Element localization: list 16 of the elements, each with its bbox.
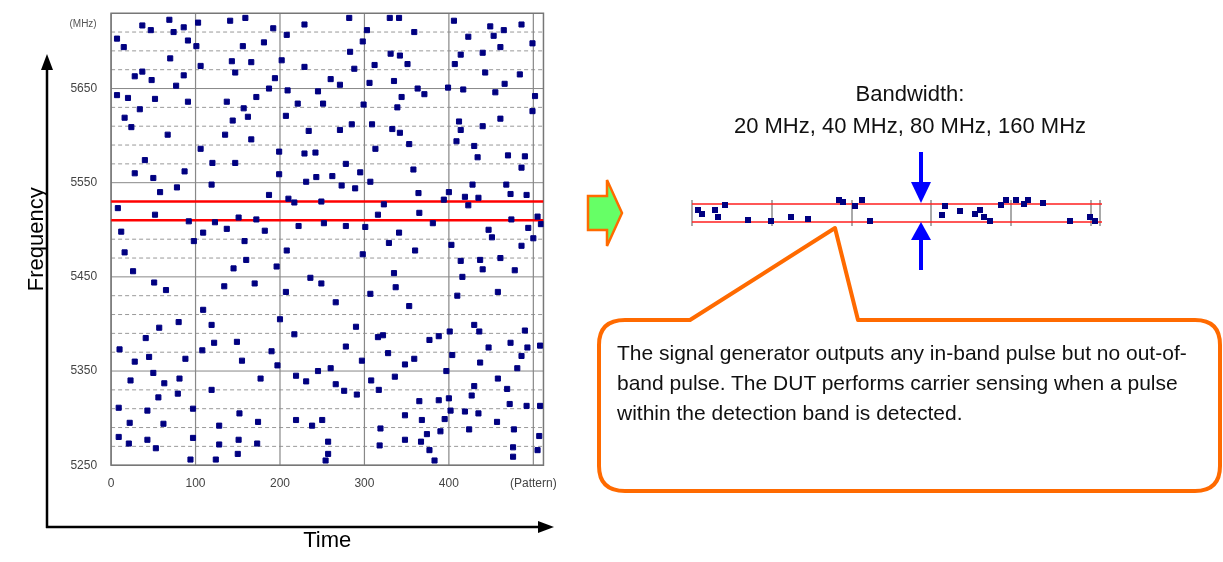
- y-tick-label: 5450: [70, 269, 98, 284]
- x-tick-label: 100: [185, 475, 206, 490]
- y-tick-label: 5350: [70, 363, 98, 378]
- y-tick-label: 5550: [70, 175, 98, 190]
- x-axis-title: Time: [303, 526, 352, 552]
- text: (MHz): [69, 18, 97, 30]
- x-tick-label: (Pattern): [509, 475, 557, 490]
- y-tick-label: 5650: [70, 80, 98, 95]
- text: The signal generator outputs any in-band pulse but no out-of-band pulse. The DUT performs carrier sensing when a pulse within the detection band is detected.: [617, 340, 1187, 426]
- x-tick-label: 200: [269, 475, 291, 490]
- text: Bandwidth: 20 MHz, 40 MHz, 80 MHz, 160 MHz: [732, 80, 1088, 140]
- x-tick-label: 400: [438, 475, 460, 490]
- y-axis-title: Frequency: [23, 187, 49, 292]
- x-tick-label: 0: [107, 475, 115, 490]
- x-tick-label: 300: [354, 475, 375, 490]
- y-tick-label: 5250: [70, 457, 98, 472]
